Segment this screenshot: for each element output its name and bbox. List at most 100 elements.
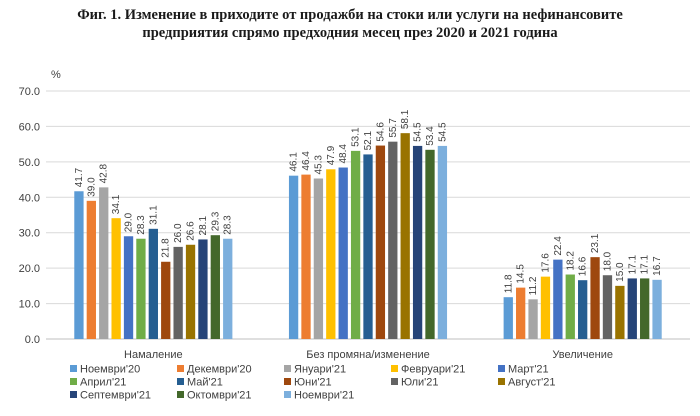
data-label: 54.5 [413, 122, 424, 142]
y-tick-label: 70.0 [19, 86, 40, 98]
data-label: 53.4 [425, 126, 436, 146]
data-label: 58.1 [400, 109, 411, 129]
legend-swatch [70, 365, 77, 372]
data-label: 18.0 [602, 251, 613, 271]
data-label: 48.4 [338, 144, 349, 164]
data-label: 11.8 [503, 274, 514, 293]
bar [123, 236, 134, 339]
y-tick-label: 30.0 [19, 228, 40, 240]
legend-swatch [284, 365, 291, 372]
data-label: 14.5 [516, 264, 527, 284]
bar [388, 141, 398, 339]
bar [503, 297, 513, 339]
y-axis-unit-label: % [51, 69, 61, 81]
data-label: 45.3 [313, 155, 324, 175]
bar [99, 187, 109, 339]
data-label: 54.6 [375, 122, 386, 142]
data-label: 39.0 [86, 177, 97, 197]
data-label: 54.5 [437, 122, 448, 142]
legend-label: Януари'21 [294, 364, 346, 376]
data-label: 31.1 [148, 205, 159, 225]
data-label: 29.3 [210, 211, 221, 231]
category-label: Увеличение [552, 349, 613, 361]
data-label: 47.9 [326, 145, 337, 165]
legend-label: Декември'20 [187, 364, 252, 376]
bar [326, 169, 336, 339]
bar [627, 278, 637, 339]
legend: Ноември'20 Декември'20 Януари'21 Февруари'2… [70, 364, 555, 402]
y-tick-label: 20.0 [19, 263, 40, 275]
legend-swatch [391, 378, 398, 385]
bar [640, 278, 650, 339]
legend-label: Октомври'21 [187, 390, 252, 402]
bar [210, 235, 220, 339]
bar [553, 259, 563, 339]
data-label: 34.1 [111, 194, 122, 214]
bar [375, 145, 386, 339]
y-tick-label: 60.0 [19, 121, 40, 133]
bar [148, 228, 158, 339]
data-labels: 41.7 39.042.834.129.0 28.331.121.826.0 26.6… [74, 109, 663, 295]
bar [223, 238, 233, 339]
chart-title-line-2: предприятия спрямо предходния месец през… [142, 25, 558, 41]
legend-swatch [177, 378, 184, 385]
legend-label: Април'21 [80, 377, 126, 389]
legend-swatch [177, 391, 184, 398]
data-label: 17.1 [627, 255, 638, 275]
bar [528, 299, 538, 339]
legend-label: Август'21 [508, 377, 555, 389]
y-tick-label: 50.0 [19, 157, 40, 169]
bar [198, 239, 208, 339]
bar [301, 174, 311, 339]
category-label: Без промяна/изменение [306, 349, 430, 361]
data-label: 17.6 [540, 253, 551, 273]
y-tick-label: 10.0 [19, 299, 40, 311]
legend-label: Юни'21 [294, 377, 332, 389]
bar [565, 274, 575, 339]
y-tick-label: 40.0 [19, 192, 40, 204]
bar [136, 238, 146, 339]
data-label: 15.0 [615, 262, 626, 282]
bar [602, 275, 613, 339]
data-label: 11.2 [528, 276, 539, 295]
bar [412, 145, 423, 339]
legend-swatch [70, 391, 77, 398]
chart-title: Фиг. 1. Изменение в приходите от продажб… [0, 6, 700, 42]
legend-swatch [391, 365, 398, 372]
bar [437, 145, 448, 339]
bar [161, 261, 171, 339]
y-tick-label: 0.0 [25, 334, 40, 346]
legend-label: Май'21 [187, 377, 223, 389]
data-label: 28.1 [198, 216, 209, 236]
data-label: 29.0 [124, 212, 135, 232]
bar [615, 285, 625, 339]
bar [185, 244, 196, 339]
bar [578, 280, 588, 339]
legend-swatch [498, 365, 505, 372]
bar [540, 276, 551, 339]
bar [313, 178, 324, 339]
data-label: 18.2 [565, 251, 576, 271]
legend-label: Ноември'21 [294, 390, 354, 402]
legend-swatch [284, 378, 291, 385]
data-label: 26.0 [173, 223, 184, 243]
bar [363, 154, 373, 339]
bar [350, 150, 361, 339]
bar [425, 149, 435, 339]
data-label: 46.1 [289, 152, 300, 172]
legend-swatch [177, 365, 184, 372]
data-label: 46.4 [301, 151, 312, 171]
data-label: 16.7 [652, 256, 663, 276]
legend-swatch [498, 378, 505, 385]
legend-label: Март'21 [508, 364, 549, 376]
x-axis-category-labels: Намаление Без промяна/изменение Увеличение [124, 349, 613, 361]
bar-series [74, 133, 662, 339]
bar [652, 279, 662, 339]
data-label: 22.4 [553, 236, 564, 256]
data-label: 23.1 [590, 233, 601, 253]
bar [111, 218, 121, 339]
legend-swatch [284, 391, 291, 398]
data-label: 16.6 [578, 256, 589, 276]
category-label: Намаление [124, 349, 183, 361]
